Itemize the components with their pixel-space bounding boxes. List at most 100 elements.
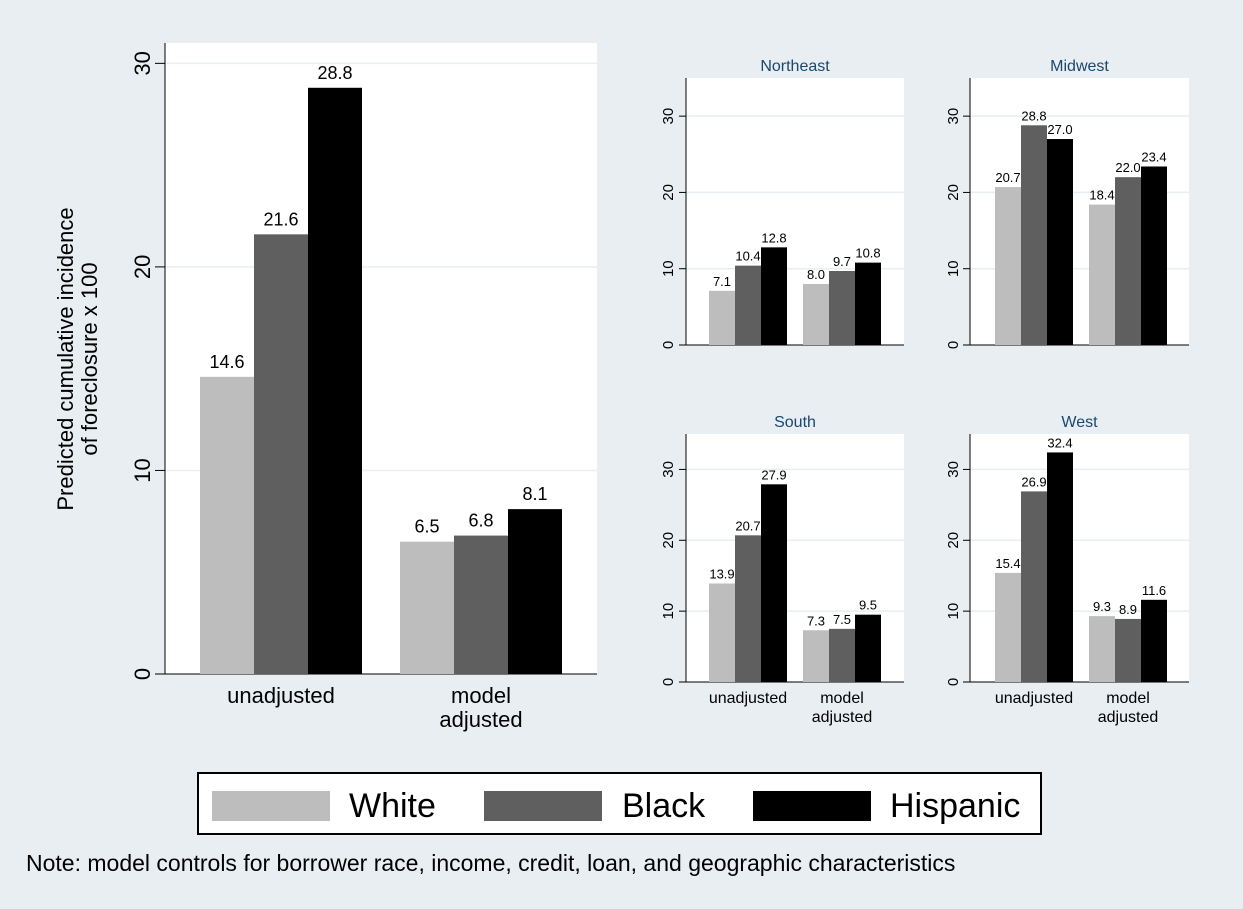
category-label: unadjusted <box>227 683 335 708</box>
bar-hispanic-1 <box>1141 599 1167 682</box>
legend-swatch-white <box>212 791 330 821</box>
data-label: 14.6 <box>209 352 244 372</box>
bar-black-0 <box>735 535 761 682</box>
y-tick-label: 10 <box>660 603 677 620</box>
bar-black-0 <box>254 234 308 674</box>
bar-white-1 <box>803 283 829 345</box>
y-axis-title: Predicted cumulative incidence <box>53 207 78 510</box>
legend-label-black: Black <box>622 787 706 825</box>
panel-title: West <box>1061 414 1098 431</box>
y-tick-label: 20 <box>130 255 155 279</box>
y-tick-label: 30 <box>945 108 962 125</box>
category-label: adjusted <box>812 709 873 726</box>
y-tick-label: 20 <box>660 532 677 549</box>
category-label: adjusted <box>1098 709 1159 726</box>
y-tick-label: 20 <box>945 532 962 549</box>
data-label: 7.1 <box>713 274 731 289</box>
y-tick-label: 10 <box>660 260 677 277</box>
bar-black-1 <box>1115 177 1141 345</box>
footnote: Note: model controls for borrower race, … <box>26 850 956 876</box>
bar-white-1 <box>1089 616 1115 682</box>
data-label: 22.0 <box>1115 160 1140 175</box>
data-label: 11.6 <box>1142 583 1166 598</box>
bar-hispanic-0 <box>1047 139 1073 345</box>
bar-white-1 <box>803 630 829 682</box>
data-label: 8.0 <box>807 267 825 282</box>
chart-panel-south: 0 10 20 30 13.9 7.3 20.7 7.5 27.9 9.5 South unadjus… <box>660 414 904 726</box>
data-label: 9.7 <box>833 254 851 269</box>
bar-white-0 <box>995 572 1021 682</box>
y-axis-title: of foreclosure x 100 <box>77 262 102 455</box>
legend-swatch-black <box>484 791 602 821</box>
category-label: model <box>1106 690 1150 707</box>
data-label: 13.9 <box>709 567 734 582</box>
data-label: 20.7 <box>735 518 760 533</box>
bar-black-0 <box>735 265 761 345</box>
data-label: 27.0 <box>1047 122 1072 137</box>
bar-white-0 <box>200 376 254 674</box>
data-label: 26.9 <box>1021 474 1046 489</box>
panel-title: Northeast <box>760 58 830 75</box>
bar-black-1 <box>829 271 855 345</box>
chart-panel-west: 0 10 20 30 15.4 9.3 26.9 8.9 32.4 11.6 West unadjus… <box>945 414 1189 726</box>
legend-swatch-hispanic <box>753 791 871 821</box>
category-label: unadjusted <box>709 690 787 707</box>
data-label: 8.9 <box>1119 602 1137 617</box>
data-label: 28.8 <box>1021 108 1046 123</box>
category-label: adjusted <box>439 707 522 732</box>
y-tick-label: 10 <box>945 260 962 277</box>
bar-hispanic-0 <box>1047 452 1073 682</box>
y-tick-label: 0 <box>130 668 155 680</box>
data-label: 9.5 <box>859 598 877 613</box>
data-label: 8.1 <box>522 484 547 504</box>
category-label: model <box>820 690 864 707</box>
y-tick-label: 0 <box>660 678 677 686</box>
bar-black-0 <box>1021 125 1047 345</box>
y-tick-label: 20 <box>660 184 677 201</box>
y-tick-label: 0 <box>945 341 962 349</box>
y-tick-label: 30 <box>660 461 677 478</box>
data-label: 32.4 <box>1047 435 1072 450</box>
bar-white-0 <box>995 187 1021 345</box>
bar-hispanic-1 <box>855 614 881 682</box>
data-label: 27.9 <box>761 467 786 482</box>
y-tick-label: 0 <box>945 678 962 686</box>
bar-black-1 <box>1115 618 1141 682</box>
chart-panel-northeast: 0 10 20 30 7.1 8.0 10.4 9.7 12.8 10.8 Northeast <box>660 58 904 349</box>
y-tick-label: 20 <box>945 184 962 201</box>
y-tick-label: 30 <box>660 108 677 125</box>
y-tick-label: 10 <box>945 603 962 620</box>
y-tick-label: 30 <box>945 461 962 478</box>
data-label: 21.6 <box>263 209 298 229</box>
data-label: 10.8 <box>855 246 880 261</box>
bar-hispanic-1 <box>508 509 562 674</box>
data-label: 7.3 <box>807 613 825 628</box>
data-label: 20.7 <box>995 170 1020 185</box>
bar-white-0 <box>709 290 735 345</box>
data-label: 18.4 <box>1089 188 1114 203</box>
bar-hispanic-0 <box>761 484 787 682</box>
legend-label-white: White <box>349 787 436 825</box>
bar-hispanic-1 <box>855 262 881 345</box>
data-label: 23.4 <box>1141 149 1166 164</box>
data-label: 28.8 <box>317 63 352 83</box>
data-label: 15.4 <box>995 556 1020 571</box>
bar-white-1 <box>1089 204 1115 345</box>
panel-title: South <box>774 414 816 431</box>
bar-black-1 <box>829 628 855 682</box>
data-label: 7.5 <box>833 612 851 627</box>
chart-panel-overall: 0 10 20 30 14.6 6.5 21.6 6.8 28.8 8.1 unadjusted mo… <box>53 43 597 732</box>
data-label: 9.3 <box>1093 599 1111 614</box>
category-label: unadjusted <box>995 690 1073 707</box>
category-label: model <box>451 683 511 708</box>
bar-white-1 <box>400 541 454 674</box>
data-label: 6.5 <box>414 517 439 537</box>
data-label: 10.4 <box>735 249 760 264</box>
y-tick-label: 10 <box>130 458 155 482</box>
bar-hispanic-1 <box>1141 166 1167 345</box>
bar-black-0 <box>1021 491 1047 682</box>
bar-hispanic-0 <box>761 247 787 345</box>
bar-black-1 <box>454 535 508 674</box>
